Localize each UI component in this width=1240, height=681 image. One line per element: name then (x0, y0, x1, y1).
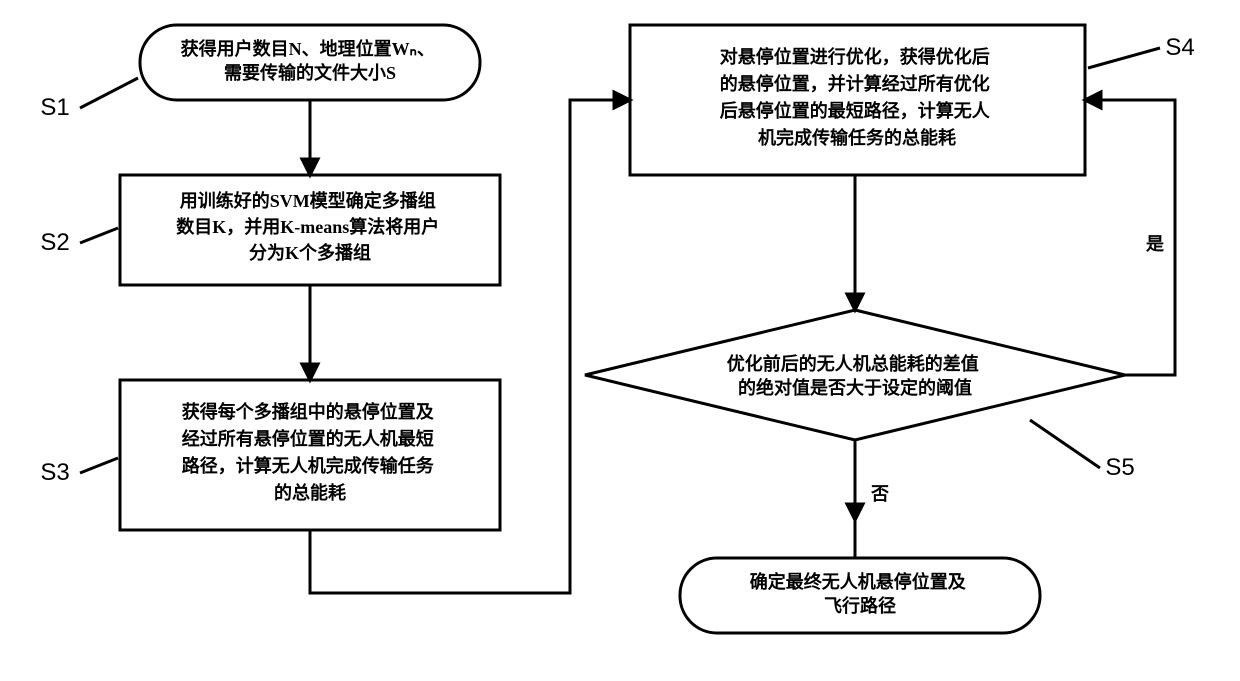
s3-line3: 路径，计算无人机完成传输任务 (182, 455, 435, 476)
end-line2: 飞行路径 (824, 595, 896, 616)
s4-line2: 的悬停位置，并计算经过所有优化 (720, 73, 990, 94)
flowchart-canvas: 获得用户数目N、地理位置Wₙ、 需要传输的文件大小S 用训练好的SVM模型确定多… (0, 0, 1240, 681)
leader-s4 (1088, 48, 1160, 68)
s5-line2: 的绝对值是否大于设定的阈值 (738, 377, 972, 398)
node-s3-hover-path: 获得每个多播组中的悬停位置及 经过所有悬停位置的无人机最短 路径，计算无人机完成… (120, 380, 500, 530)
leader-s1 (80, 78, 138, 108)
s4-line4: 机完成传输任务的总能耗 (758, 127, 956, 148)
s2-line3: 分为K个多播组 (249, 242, 371, 263)
step-label-s5: S5 (1105, 454, 1134, 481)
s4-line1: 对悬停位置进行优化，获得优化后 (720, 46, 990, 67)
s3-line4: 的总能耗 (274, 482, 346, 503)
node-s5-decision: 优化前后的无人机总能耗的差值 的绝对值是否大于设定的阈值 (585, 310, 1125, 440)
s2-line1: 用训练好的SVM模型确定多播组 (180, 190, 436, 211)
step-label-s3: S3 (40, 459, 69, 486)
s2-line2: 数目K，并用K-means算法将用户 (176, 216, 439, 237)
s1-line1: 获得用户数目N、地理位置Wₙ、 (181, 38, 435, 59)
step-label-s4: S4 (1165, 34, 1194, 61)
s3-line1: 获得每个多播组中的悬停位置及 (182, 401, 435, 422)
s5-line1: 优化前后的无人机总能耗的差值 (727, 353, 979, 374)
node-s2-svm-kmeans: 用训练好的SVM模型确定多播组 数目K，并用K-means算法将用户 分为K个多… (120, 175, 500, 285)
node-end: 确定最终无人机悬停位置及 飞行路径 (680, 558, 1040, 633)
leader-s5 (1030, 420, 1100, 468)
edge-label-yes: 是 (1145, 234, 1164, 254)
node-s4-optimize: 对悬停位置进行优化，获得优化后 的悬停位置，并计算经过所有优化 后悬停位置的最短… (630, 25, 1085, 175)
end-line1: 确定最终无人机悬停位置及 (750, 571, 967, 592)
edge-label-no: 否 (870, 484, 889, 504)
node-s1-start: 获得用户数目N、地理位置Wₙ、 需要传输的文件大小S (140, 25, 480, 100)
leader-s3 (80, 458, 118, 473)
leader-s2 (80, 228, 118, 243)
s1-line2: 需要传输的文件大小S (224, 62, 396, 83)
step-label-s2: S2 (40, 229, 69, 256)
s3-line2: 经过所有悬停位置的无人机最短 (182, 428, 434, 449)
step-label-s1: S1 (40, 94, 69, 121)
s4-line3: 后悬停位置的最短路径，计算无人 (720, 100, 991, 121)
